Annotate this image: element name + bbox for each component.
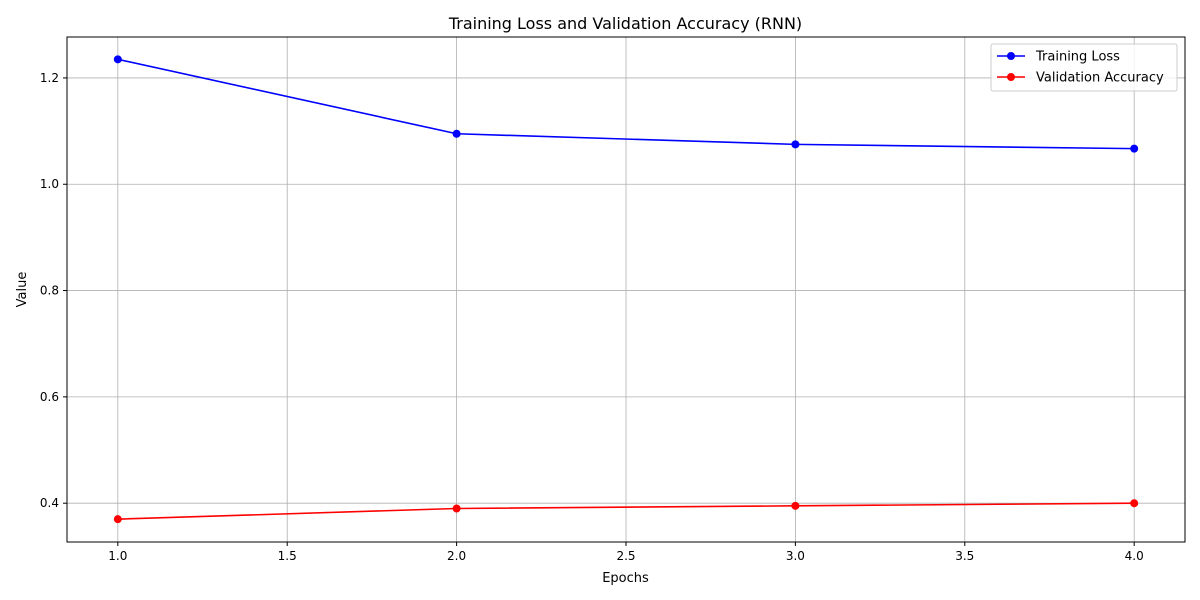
legend: Training Loss Validation Accuracy [990, 43, 1178, 92]
x-tick-label: 1.0 [108, 549, 127, 563]
y-tick-label: 0.4 [40, 496, 59, 510]
legend-validation-accuracy-swatch-marker [1007, 73, 1015, 81]
x-tick-label: 2.0 [447, 549, 466, 563]
legend-training-loss-label: Training Loss [1035, 50, 1120, 65]
x-tick-label: 3.5 [955, 549, 974, 563]
x-tick-label: 1.5 [278, 549, 297, 563]
training-loss-point [791, 140, 800, 149]
training-loss-point [1130, 144, 1139, 153]
legend-validation-accuracy-label: Validation Accuracy [1036, 71, 1164, 86]
legend-box [990, 43, 1178, 92]
y-tick-label: 0.6 [40, 390, 59, 404]
legend-items: Training Loss Validation Accuracy [997, 50, 1164, 86]
grid [67, 37, 1185, 542]
x-axis-label: Epochs [602, 571, 649, 586]
y-tick-label: 0.8 [40, 284, 59, 298]
validation-accuracy-line [117, 502, 1135, 520]
y-tick-label: 1.0 [40, 177, 59, 191]
x-tick-label: 2.5 [616, 549, 635, 563]
x-tick-label: 3.0 [786, 549, 805, 563]
training-loss-point [113, 55, 122, 64]
y-tick-label: 1.2 [40, 71, 59, 85]
chart-title: Training Loss and Validation Accuracy (R… [448, 14, 802, 33]
validation-accuracy-point [1130, 499, 1139, 508]
series-layer [113, 55, 1139, 524]
y-axis-ticks: 0.4 0.6 0.8 1.0 1.2 [40, 71, 67, 510]
y-axis-label: Value [15, 272, 30, 308]
validation-accuracy-point [113, 515, 122, 524]
training-loss-line [117, 58, 1135, 150]
validation-accuracy-point [452, 504, 461, 513]
training-loss-point [452, 129, 461, 138]
validation-accuracy-point [791, 501, 800, 510]
legend-training-loss-swatch-marker [1007, 52, 1015, 60]
x-tick-label: 4.0 [1125, 549, 1144, 563]
x-axis-ticks: 1.0 1.5 2.0 2.5 3.0 3.5 4.0 [108, 542, 1144, 563]
